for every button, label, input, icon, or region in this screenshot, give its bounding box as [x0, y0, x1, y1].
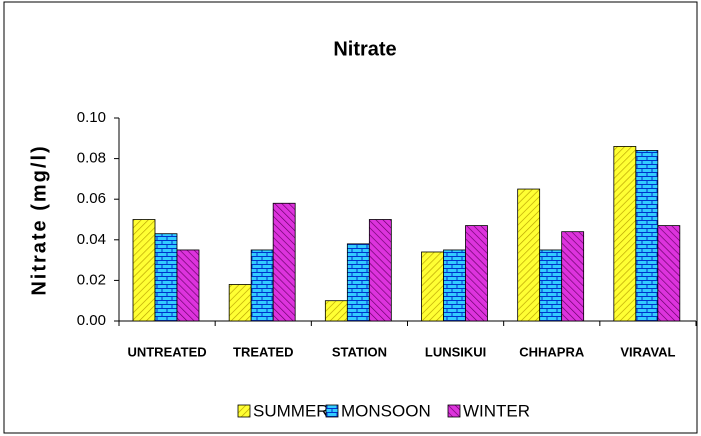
- bar: [346, 243, 370, 322]
- legend-swatch: [447, 404, 461, 418]
- y-tick-label: 0.02: [77, 271, 106, 288]
- y-tick-label: 0.06: [77, 190, 106, 207]
- bar: [272, 202, 296, 322]
- y-tick-label: 0.10: [77, 109, 106, 126]
- bar: [657, 225, 681, 322]
- chart-border: [3, 1, 698, 434]
- bar: [421, 251, 444, 322]
- y-tick-label: 0.08: [77, 150, 106, 167]
- bar: [465, 225, 488, 322]
- bar: [517, 188, 541, 322]
- legend-label: WINTER: [463, 401, 530, 420]
- x-tick-label: TREATED: [233, 344, 293, 359]
- bar: [561, 231, 585, 322]
- bar: [154, 233, 178, 322]
- bar: [132, 219, 156, 322]
- legend-label: MONSOON: [341, 401, 431, 420]
- y-tick-label: 0.00: [77, 312, 106, 329]
- bar: [324, 300, 348, 322]
- x-tick-label: UNTREATED: [127, 344, 206, 359]
- bar: [635, 150, 659, 322]
- bar: [250, 249, 274, 322]
- y-tick-label: 0.04: [77, 231, 106, 248]
- x-tick-label: VIRAVAL: [620, 344, 675, 359]
- bar: [368, 219, 392, 322]
- x-tick-label: CHHAPRA: [519, 344, 585, 359]
- legend-swatch: [237, 404, 251, 418]
- y-axis-label: Nitrate (mg/l): [28, 144, 50, 295]
- chart-title: Nitrate: [333, 38, 396, 60]
- bar: [613, 146, 637, 322]
- legend-label: SUMMER: [253, 401, 329, 420]
- bar: [176, 249, 200, 322]
- bar: [443, 249, 466, 322]
- x-tick-label: LUNSIKUI: [425, 344, 486, 359]
- x-tick-label: STATION: [332, 344, 387, 359]
- legend-swatch: [325, 404, 339, 418]
- bar: [228, 284, 252, 322]
- bar: [539, 249, 563, 322]
